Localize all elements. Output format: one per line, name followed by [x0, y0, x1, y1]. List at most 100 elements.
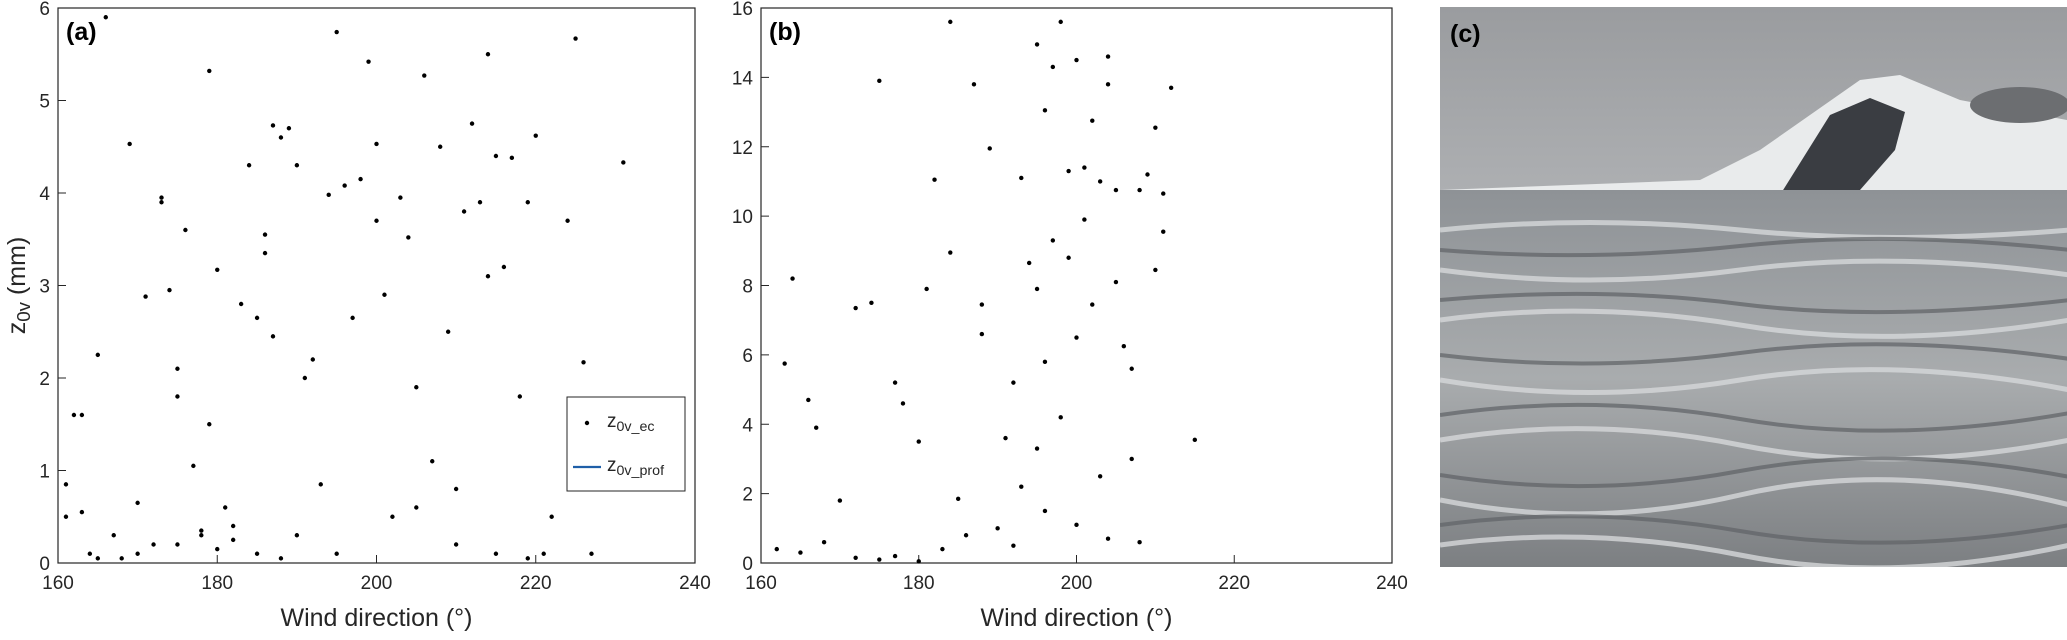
y-axis-label: z0v (mm) [3, 237, 34, 335]
data-point [199, 533, 204, 538]
legend-swatch [584, 420, 590, 426]
x-tick-label: 240 [1376, 573, 1408, 594]
data-point [469, 121, 475, 126]
data-point [853, 305, 858, 311]
legend-label: z0v_ec [607, 411, 655, 435]
data-point [806, 397, 811, 403]
data-point [103, 15, 108, 20]
data-point [445, 329, 451, 334]
data-point [1161, 191, 1166, 196]
y-tick-label: 14 [732, 68, 754, 89]
data-point [1137, 539, 1142, 545]
data-point [900, 401, 906, 406]
y-tick-label: 16 [732, 0, 753, 20]
data-point [948, 250, 953, 255]
data-point [955, 496, 961, 502]
data-point [1034, 446, 1040, 451]
data-point [892, 380, 898, 385]
data-point [406, 235, 411, 240]
data-point [254, 551, 260, 556]
data-point [1105, 82, 1111, 87]
y-tick-label: 5 [39, 92, 50, 113]
data-point [79, 509, 85, 515]
data-point [1082, 217, 1087, 222]
data-point [350, 315, 355, 321]
data-point [589, 551, 594, 556]
data-point [215, 267, 220, 272]
data-point [230, 537, 236, 543]
data-point [167, 287, 172, 293]
data-point [790, 276, 795, 281]
data-point [971, 82, 977, 87]
data-point [963, 533, 969, 538]
x-tick-label: 180 [903, 573, 935, 594]
y-tick-label: 4 [39, 184, 50, 205]
data-point [374, 141, 379, 147]
data-point [987, 146, 992, 151]
x-tick-label: 160 [745, 573, 777, 594]
data-point [135, 551, 140, 556]
data-point [278, 135, 284, 140]
data-point [509, 155, 515, 161]
data-point [310, 357, 315, 362]
x-tick-label: 180 [201, 573, 233, 594]
x-tick-label: 220 [1218, 573, 1250, 594]
data-point [932, 177, 937, 182]
x-tick-label: 200 [1061, 573, 1093, 594]
data-point [1074, 335, 1079, 340]
data-point [1042, 108, 1048, 113]
data-point [979, 302, 985, 307]
y-tick-label: 6 [742, 346, 753, 367]
data-point [1050, 64, 1056, 70]
data-point [1105, 54, 1111, 59]
data-point [573, 36, 578, 41]
x-tick-label: 240 [679, 573, 711, 594]
data-point [461, 209, 467, 214]
photo [1440, 7, 2067, 567]
data-point [334, 29, 339, 35]
data-point [199, 528, 204, 533]
data-point [63, 514, 69, 519]
panel-label: (c) [1450, 20, 1481, 48]
data-point [414, 385, 419, 390]
data-point [326, 192, 331, 198]
data-point [334, 551, 339, 556]
data-point [1161, 229, 1166, 234]
data-point [869, 300, 874, 306]
data-point [358, 176, 363, 182]
data-point [525, 556, 530, 561]
data-point [782, 361, 787, 366]
y-tick-label: 12 [732, 138, 753, 159]
data-point [223, 505, 228, 510]
data-point [1129, 366, 1134, 371]
data-point [453, 542, 459, 547]
data-point [159, 195, 164, 200]
data-point [302, 375, 308, 381]
x-axis-label: Wind direction (°) [281, 604, 473, 632]
data-point [207, 422, 212, 427]
data-point [71, 412, 77, 418]
data-point [916, 439, 921, 444]
panel-label: (b) [769, 18, 801, 46]
data-point [438, 144, 443, 149]
data-point [215, 546, 220, 552]
x-axis-label: Wind direction (°) [981, 604, 1173, 632]
data-point [270, 334, 276, 339]
data-point [1034, 286, 1040, 292]
data-point [1042, 508, 1048, 514]
data-point [95, 352, 101, 358]
y-tick-label: 3 [39, 277, 50, 298]
data-point [175, 394, 180, 399]
data-point [493, 551, 499, 556]
data-point [286, 126, 292, 131]
data-point [159, 200, 164, 205]
data-point [246, 163, 252, 168]
data-point [493, 153, 499, 159]
y-tick-label: 1 [39, 462, 50, 483]
data-point [621, 160, 626, 165]
data-point [821, 539, 827, 545]
data-point [382, 292, 387, 297]
data-point [270, 123, 276, 128]
data-point [1003, 435, 1008, 441]
